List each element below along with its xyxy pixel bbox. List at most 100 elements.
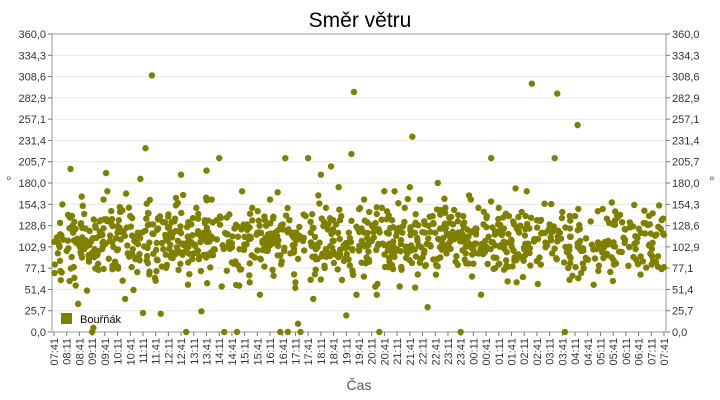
x-tick-label: 17:41 (303, 338, 315, 366)
x-tick-label: 02:41 (532, 338, 544, 366)
x-tick-label: 04:11 (570, 338, 582, 365)
data-point (660, 231, 668, 239)
data-point (534, 280, 542, 288)
data-point (503, 239, 510, 247)
y-tick-label: 282,9 (672, 93, 700, 105)
data-point (180, 241, 187, 249)
data-point (174, 237, 182, 244)
data-point (307, 276, 314, 284)
data-point (441, 195, 448, 202)
data-point (389, 265, 397, 273)
data-point (615, 248, 623, 255)
data-point (576, 237, 584, 245)
data-point (256, 222, 263, 229)
data-point (82, 236, 89, 244)
data-point (128, 263, 135, 271)
data-point (483, 212, 490, 220)
data-point (557, 235, 565, 242)
data-point (462, 243, 470, 250)
data-point (621, 225, 628, 233)
data-point (599, 205, 606, 213)
data-point (489, 238, 496, 246)
data-point (472, 229, 480, 236)
y-tick-label: 205,7 (672, 157, 700, 169)
data-point (122, 190, 130, 197)
data-point (487, 198, 495, 205)
data-point (274, 252, 281, 259)
data-point (396, 283, 403, 290)
x-tick-label: 11:41 (151, 338, 163, 365)
data-point (162, 233, 170, 241)
data-point (595, 240, 603, 247)
data-point (631, 201, 638, 209)
data-point (426, 241, 434, 249)
data-point (233, 328, 241, 336)
data-point (621, 239, 628, 247)
data-point (197, 267, 205, 275)
data-point (297, 328, 304, 336)
data-point (60, 236, 67, 243)
data-point (203, 167, 210, 174)
data-point (510, 221, 518, 228)
data-point (449, 228, 456, 236)
x-tick-label: 13:11 (189, 338, 201, 365)
data-point (111, 258, 119, 265)
data-point (523, 188, 530, 195)
data-point (287, 250, 294, 257)
data-point (442, 209, 449, 216)
data-point (404, 195, 411, 203)
data-point (378, 216, 385, 223)
data-point (548, 250, 556, 257)
data-point (249, 217, 256, 224)
data-point (194, 215, 202, 222)
data-point (203, 280, 211, 287)
data-point (363, 254, 370, 261)
data-point (348, 217, 355, 225)
data-point (439, 225, 447, 232)
data-point (566, 233, 574, 240)
data-point (338, 276, 346, 284)
data-point (290, 271, 298, 278)
data-point (582, 254, 590, 262)
y-tick-label: 128,6 (18, 221, 46, 233)
data-point (94, 260, 102, 268)
data-point (307, 218, 314, 225)
data-point (86, 241, 93, 249)
data-point (378, 204, 386, 212)
data-point (346, 262, 354, 269)
data-point (564, 246, 571, 253)
data-point (515, 213, 522, 221)
data-point (153, 239, 161, 247)
x-tick-label: 05:11 (595, 338, 607, 365)
data-point (500, 225, 508, 232)
data-point (259, 237, 266, 245)
data-point (332, 221, 340, 228)
data-point (213, 217, 220, 224)
data-point (270, 234, 278, 242)
x-tick-label: 15:11 (240, 338, 252, 365)
x-tick-label: 22:41 (430, 338, 442, 366)
data-point (116, 208, 124, 216)
data-point (79, 202, 86, 210)
data-point (388, 217, 396, 224)
data-point (71, 274, 78, 282)
data-point (311, 271, 319, 278)
data-point (637, 271, 644, 278)
data-point (99, 243, 106, 251)
data-point (409, 133, 416, 140)
data-point (632, 245, 639, 253)
data-point (148, 72, 156, 79)
data-point (72, 282, 79, 289)
data-point (170, 229, 177, 236)
y-tick-label: 51,4 (672, 284, 693, 296)
data-point (304, 154, 312, 162)
data-point (150, 230, 157, 238)
data-point (484, 260, 491, 268)
data-point (292, 284, 299, 292)
y-tick-label: 51,4 (25, 284, 46, 296)
data-point (521, 252, 529, 259)
data-point (633, 239, 640, 246)
data-point (381, 251, 388, 258)
data-point (412, 211, 419, 218)
data-point (613, 212, 621, 219)
